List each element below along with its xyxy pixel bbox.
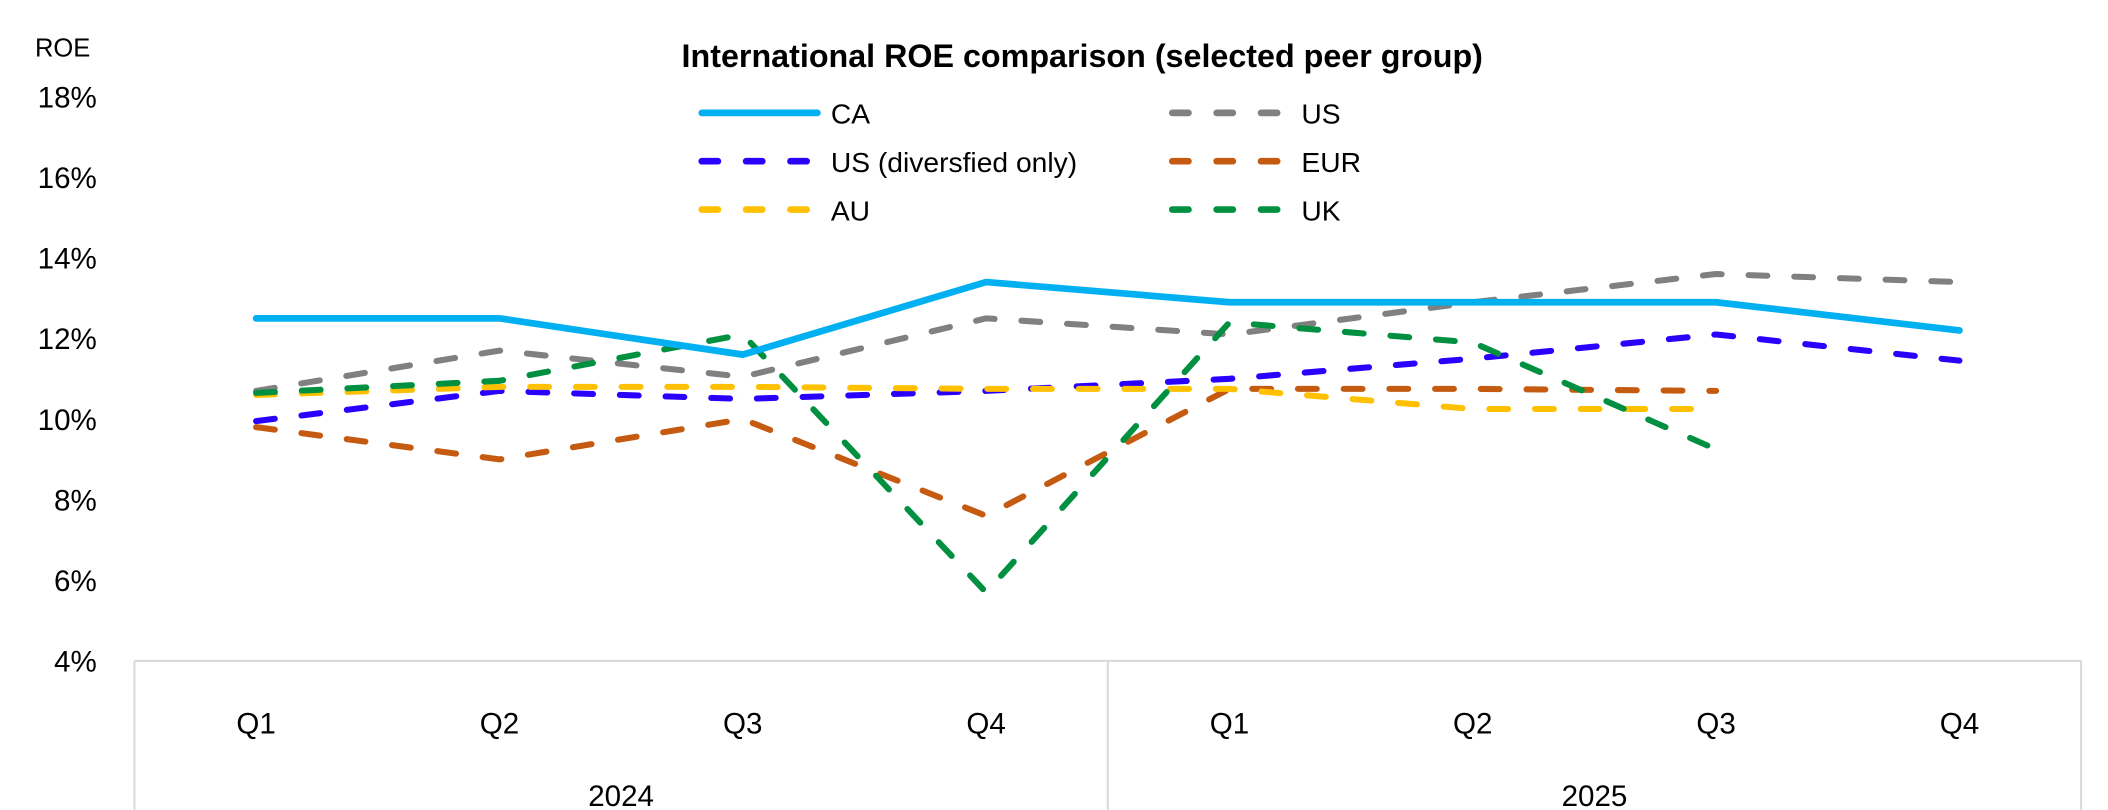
- legend-label: CA: [831, 98, 870, 130]
- legend-item: US (diversfied only): [698, 146, 1077, 178]
- x-group-label: 2025: [1562, 780, 1628, 810]
- y-axis-title: ROE: [35, 34, 90, 62]
- x-tick-label: Q2: [1453, 707, 1492, 740]
- chart-title: International ROE comparison (selected p…: [682, 38, 1483, 74]
- x-group-label: 2024: [588, 780, 654, 810]
- series-line-ca: [252, 278, 1963, 358]
- y-axis: 4% 6% 8% 10% 12% 14% 16% 18%: [38, 81, 97, 678]
- series-lines: [252, 271, 1963, 596]
- x-tick-label: Q1: [236, 707, 275, 740]
- series-line-us-diversfied-only: [253, 331, 1963, 425]
- x-tick-label: Q3: [723, 707, 762, 740]
- legend-label: US (diversfied only): [831, 146, 1077, 178]
- legend-label: EUR: [1301, 146, 1361, 178]
- x-tick-label: Q4: [966, 707, 1005, 740]
- x-tick-label: Q4: [1940, 707, 1979, 740]
- series-line-us: [253, 271, 1963, 394]
- y-tick-label: 10%: [38, 404, 97, 437]
- legend-label: UK: [1301, 194, 1340, 226]
- x-tick-label: Q3: [1696, 707, 1735, 740]
- series-line-uk: [253, 319, 1720, 596]
- legend-item: UK: [1168, 194, 1341, 226]
- legend-item: AU: [698, 194, 870, 226]
- y-tick-label: 6%: [54, 565, 97, 598]
- legend-label: US: [1301, 98, 1340, 130]
- legend-item: EUR: [1168, 146, 1361, 178]
- x-axis: Q1 Q2 Q3 Q4 Q1 Q2 Q3 Q4 2024 2025: [133, 659, 2083, 810]
- y-tick-label: 16%: [38, 162, 97, 195]
- y-tick-label: 8%: [54, 484, 97, 517]
- y-tick-label: 4%: [54, 646, 97, 679]
- y-tick-label: 12%: [38, 323, 97, 356]
- y-tick-label: 18%: [38, 81, 97, 114]
- legend: CA US US (diversfied only) EUR AU UK: [698, 98, 1361, 226]
- legend-item: CA: [698, 98, 870, 130]
- legend-item: US: [1168, 98, 1341, 130]
- x-tick-label: Q1: [1210, 707, 1249, 740]
- legend-label: AU: [831, 194, 870, 226]
- y-tick-label: 14%: [38, 243, 97, 276]
- x-tick-label: Q2: [480, 707, 519, 740]
